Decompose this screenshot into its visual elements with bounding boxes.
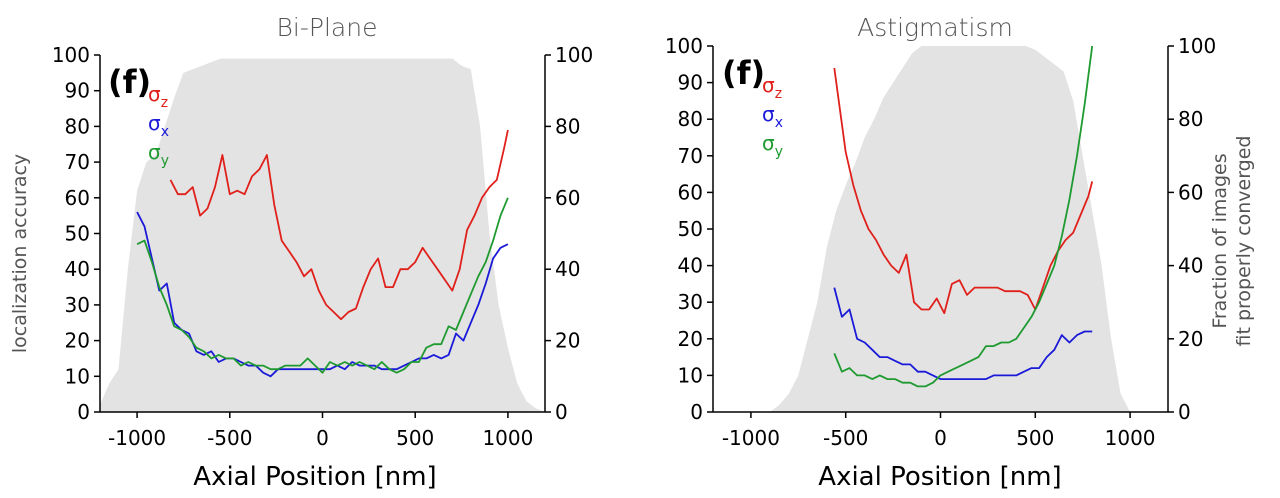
x-axis-label: Axial Position [nm] <box>193 462 436 492</box>
y2-axis-label-line: Fraction of images <box>1209 153 1231 328</box>
y-tick-label: 50 <box>678 217 703 241</box>
legend-entry: σy <box>762 131 783 160</box>
chart-panel-2: 0102030405060708090100020406080100-1000-… <box>665 13 1255 492</box>
x-tick-label: 500 <box>396 426 434 450</box>
chart-panel-1: 0102030405060708090100020406080100-1000-… <box>9 13 593 492</box>
y2-tick-label: 20 <box>1178 327 1203 351</box>
legend-entry: σz <box>148 82 168 111</box>
y-tick-label: 60 <box>65 186 90 210</box>
y-tick-label: 30 <box>65 293 90 317</box>
x-tick-label: -1000 <box>722 426 780 450</box>
y2-tick-label: 0 <box>1178 400 1191 424</box>
legend-symbol: σ <box>148 111 161 135</box>
x-tick-label: -1000 <box>108 426 166 450</box>
x-tick-label: 1000 <box>482 426 533 450</box>
series-line-σy <box>136 197 509 374</box>
y2-tick-label: 40 <box>1178 254 1203 278</box>
y-tick-label: 50 <box>65 222 90 246</box>
y-tick-label: 90 <box>65 79 90 103</box>
series-line-σx <box>136 211 509 378</box>
legend-symbol: σ <box>762 102 775 126</box>
x-tick-label: 0 <box>934 426 947 450</box>
legend-symbol: σ <box>762 131 775 155</box>
y2-tick-label: 100 <box>555 43 593 67</box>
y-tick-label: 0 <box>77 400 90 424</box>
chart-title: Astigmatism <box>857 13 1013 42</box>
y-tick-label: 100 <box>665 34 703 58</box>
y-tick-label: 80 <box>678 107 703 131</box>
legend-subscript: y <box>161 153 169 169</box>
panel-label: (f) <box>108 63 151 101</box>
legend-subscript: y <box>775 144 783 160</box>
y2-tick-label: 100 <box>1178 34 1216 58</box>
y2-tick-label: 0 <box>555 400 568 424</box>
y2-axis-label-line: fit properly converged <box>1233 136 1255 347</box>
legend-symbol: σ <box>762 73 775 97</box>
x-axis-label: Axial Position [nm] <box>818 462 1061 492</box>
y-tick-label: 40 <box>678 254 703 278</box>
converged-fraction-area <box>100 58 545 412</box>
y2-tick-label: 60 <box>555 186 580 210</box>
series-line-σx <box>833 287 1093 381</box>
series-line-σy <box>833 45 1094 388</box>
legend-subscript: z <box>161 95 168 111</box>
legend-subscript: z <box>775 86 782 102</box>
y-tick-label: 10 <box>678 363 703 387</box>
legend-symbol: σ <box>148 140 161 164</box>
legend-entry: σz <box>762 73 782 102</box>
panel-label: (f) <box>722 54 765 92</box>
y-tick-label: 80 <box>65 114 90 138</box>
y-tick-label: 70 <box>678 144 703 168</box>
y-tick-label: 0 <box>690 400 703 424</box>
legend-subscript: x <box>161 124 169 140</box>
y-tick-label: 30 <box>678 290 703 314</box>
y2-tick-label: 20 <box>555 329 580 353</box>
y-tick-label: 100 <box>52 43 90 67</box>
converged-fraction-area <box>750 46 1131 412</box>
legend-entry: σx <box>148 111 169 140</box>
x-tick-label: 500 <box>1016 426 1054 450</box>
y-tick-label: 20 <box>678 327 703 351</box>
legend-entry: σx <box>762 102 783 131</box>
x-tick-label: -500 <box>823 426 868 450</box>
chart-title: Bi-Plane <box>277 13 378 42</box>
y-tick-label: 90 <box>678 71 703 95</box>
y-tick-label: 20 <box>65 329 90 353</box>
series-line-σz <box>833 67 1094 315</box>
x-tick-label: 0 <box>316 426 329 450</box>
x-tick-label: -500 <box>207 426 252 450</box>
y-tick-label: 60 <box>678 180 703 204</box>
series-line-σz <box>169 129 509 321</box>
legend-subscript: x <box>775 115 783 131</box>
legend-entry: σy <box>148 140 169 169</box>
y2-tick-label: 80 <box>555 114 580 138</box>
y-axis-label: localization accuracy <box>9 154 31 353</box>
y2-tick-label: 60 <box>1178 180 1203 204</box>
y-tick-label: 70 <box>65 150 90 174</box>
y-tick-label: 10 <box>65 364 90 388</box>
x-tick-label: 1000 <box>1105 426 1156 450</box>
y-tick-label: 40 <box>65 257 90 281</box>
y2-tick-label: 80 <box>1178 107 1203 131</box>
legend-symbol: σ <box>148 82 161 106</box>
y2-tick-label: 40 <box>555 257 580 281</box>
